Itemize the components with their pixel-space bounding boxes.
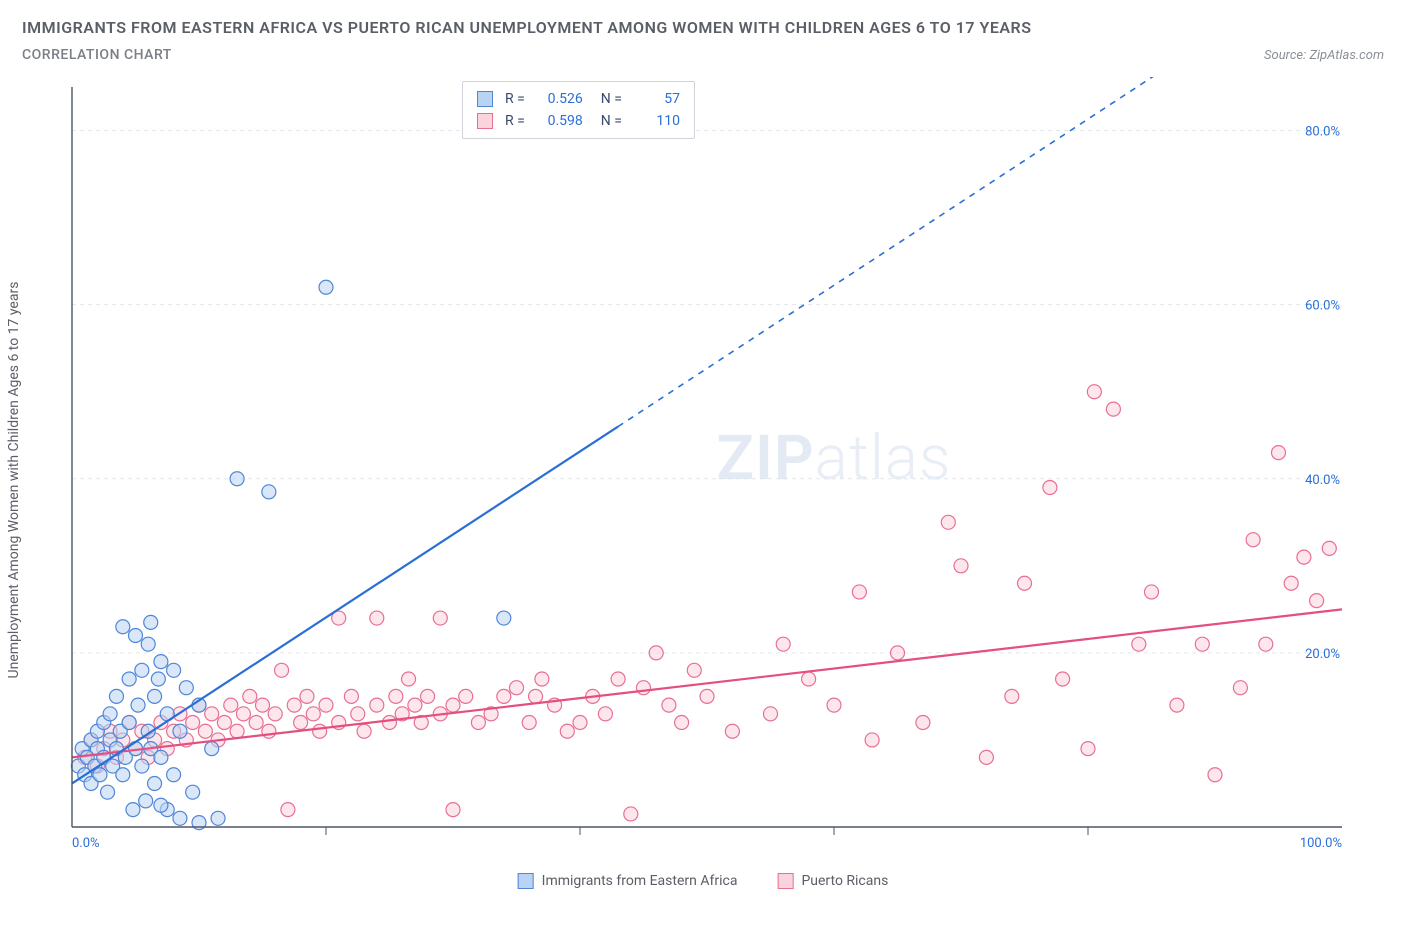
swatch-pink: [477, 113, 493, 129]
stats-row-pink: R = 0.598 N = 110: [477, 110, 680, 132]
svg-text:ZIPatlas: ZIPatlas: [717, 422, 952, 495]
correlation-stats-box: R = 0.526 N = 57 R = 0.598 N = 110: [462, 81, 695, 139]
legend-item-pink: Puerto Ricans: [777, 873, 888, 889]
source-credit: Source: ZipAtlas.com: [1264, 48, 1384, 63]
svg-text:100.0%: 100.0%: [1300, 836, 1342, 851]
swatch-blue: [477, 91, 493, 107]
svg-text:0.0%: 0.0%: [72, 836, 100, 851]
legend-item-blue: Immigrants from Eastern Africa: [518, 873, 738, 889]
chart-title: IMMIGRANTS FROM EASTERN AFRICA VS PUERTO…: [22, 18, 1384, 37]
legend-swatch-blue: [518, 873, 534, 889]
legend-swatch-pink: [777, 873, 793, 889]
svg-text:60.0%: 60.0%: [1305, 299, 1340, 314]
svg-text:40.0%: 40.0%: [1305, 473, 1340, 488]
stats-row-blue: R = 0.526 N = 57: [477, 88, 680, 110]
chart-subtitle: CORRELATION CHART: [22, 47, 172, 63]
svg-text:20.0%: 20.0%: [1305, 647, 1340, 662]
svg-text:80.0%: 80.0%: [1305, 125, 1340, 140]
scatter-chart: 20.0% 40.0% 60.0% 80.0% ZIPatlas 0.0% 100.0%: [22, 77, 1362, 867]
legend: Immigrants from Eastern Africa Puerto Ri…: [518, 873, 889, 889]
y-axis-label: Unemployment Among Women with Children A…: [6, 282, 22, 679]
